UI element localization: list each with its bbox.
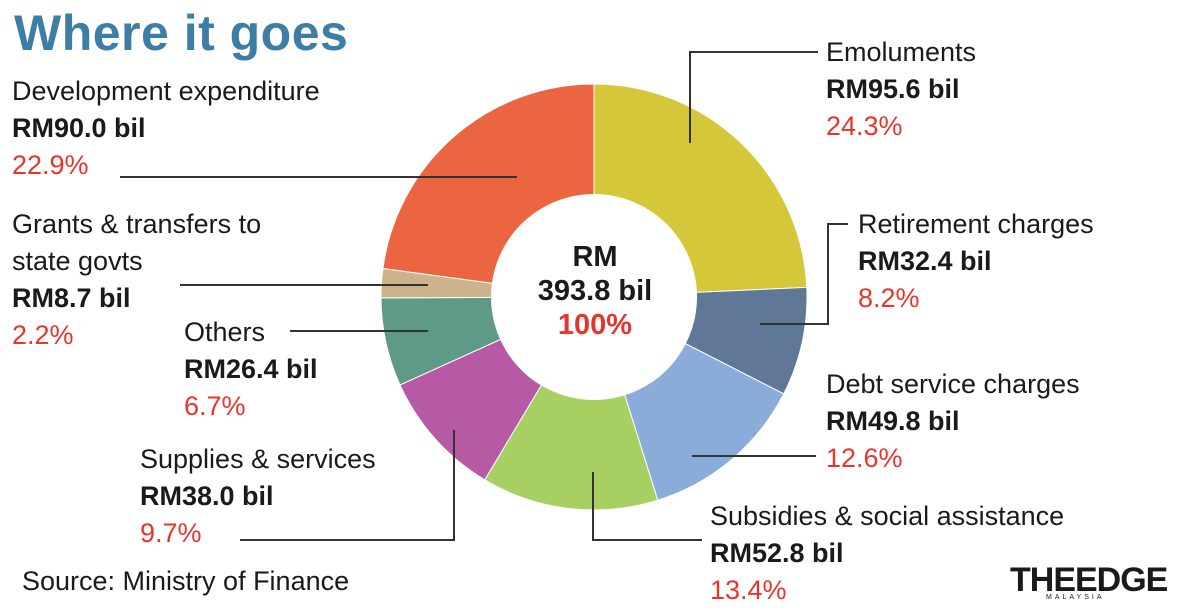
label-amount: RM26.4 bil bbox=[184, 354, 318, 384]
logo-sub: MALAYSIA bbox=[1046, 594, 1105, 601]
label-amount: RM32.4 bil bbox=[858, 246, 992, 276]
center-percent: 100% bbox=[557, 309, 633, 341]
label-name: Debt service charges bbox=[826, 369, 1080, 399]
leader-supplies bbox=[240, 430, 455, 541]
leader-lines bbox=[120, 51, 848, 541]
label-percent: 2.2% bbox=[12, 320, 74, 350]
donut-slices bbox=[380, 83, 808, 511]
label-percent: 12.6% bbox=[826, 443, 903, 473]
label-amount: RM38.0 bil bbox=[140, 481, 274, 511]
label-percent: 24.3% bbox=[826, 111, 903, 141]
label-retirement: Retirement charges RM32.4 bil 8.2% bbox=[858, 206, 1094, 317]
center-currency: RM bbox=[572, 241, 618, 273]
label-amount: RM8.7 bil bbox=[12, 283, 131, 313]
publisher-logo: THEEDGE MALAYSIA bbox=[1010, 561, 1168, 601]
donut-hole bbox=[491, 194, 697, 400]
label-percent: 13.4% bbox=[710, 575, 787, 605]
label-name: Others bbox=[184, 317, 266, 347]
label-amount: RM49.8 bil bbox=[826, 406, 960, 436]
label-amount: RM52.8 bil bbox=[710, 538, 844, 568]
label-percent: 6.7% bbox=[184, 391, 246, 421]
label-name-line1: Grants & transfers to bbox=[12, 209, 262, 239]
source-note: Source: Ministry of Finance bbox=[22, 566, 350, 596]
label-others: Others RM26.4 bil 6.7% bbox=[184, 314, 318, 425]
label-subsidies: Subsidies & social assistance RM52.8 bil… bbox=[710, 498, 1064, 609]
label-amount: RM95.6 bil bbox=[826, 74, 960, 104]
label-percent: 8.2% bbox=[858, 283, 920, 313]
label-percent: 22.9% bbox=[12, 150, 89, 180]
label-grants: Grants & transfers to state govts RM8.7 … bbox=[12, 206, 261, 354]
label-name: Subsidies & social assistance bbox=[710, 501, 1065, 531]
label-development: Development expenditure RM90.0 bil 22.9% bbox=[12, 73, 320, 184]
label-name: Supplies & services bbox=[140, 444, 376, 474]
leader-subsidies bbox=[592, 472, 702, 541]
leader-emoluments bbox=[689, 51, 818, 143]
slice-subsidies bbox=[484, 295, 659, 511]
label-amount: RM90.0 bil bbox=[12, 113, 146, 143]
label-percent: 9.7% bbox=[140, 518, 202, 548]
logo-main: THEEDGE bbox=[1010, 561, 1168, 599]
leader-retirement bbox=[760, 223, 848, 325]
center-total: RM 393.8 bil 100% bbox=[500, 240, 690, 342]
center-amount: 393.8 bil bbox=[537, 275, 653, 307]
label-name: Emoluments bbox=[826, 37, 977, 67]
label-name-line2: state govts bbox=[12, 246, 143, 276]
label-name: Retirement charges bbox=[858, 209, 1094, 239]
label-debt: Debt service charges RM49.8 bil 12.6% bbox=[826, 366, 1080, 477]
chart-title: Where it goes bbox=[14, 5, 349, 61]
label-emoluments: Emoluments RM95.6 bil 24.3% bbox=[826, 34, 976, 145]
label-name: Development expenditure bbox=[12, 76, 320, 106]
label-supplies: Supplies & services RM38.0 bil 9.7% bbox=[140, 441, 376, 552]
